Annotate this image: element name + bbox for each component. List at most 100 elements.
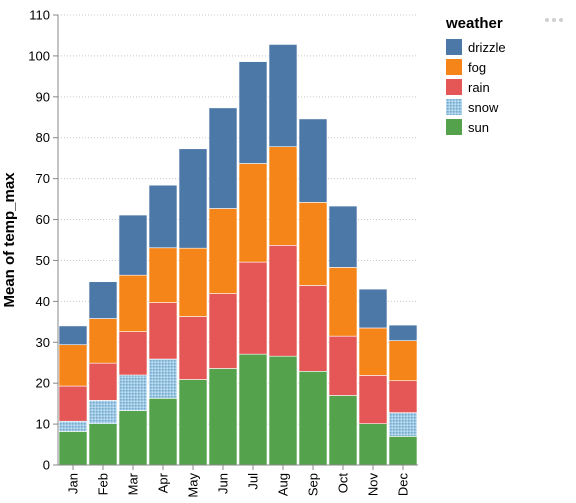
legend-item-sun[interactable]: sun bbox=[446, 119, 489, 135]
bar-segment-drizzle bbox=[238, 61, 268, 164]
bar-segment-drizzle bbox=[208, 107, 238, 209]
x-tick-label: Apr bbox=[156, 472, 171, 493]
bar-segment-fog bbox=[358, 327, 388, 376]
legend: weather drizzle fog rain snow sun bbox=[445, 15, 506, 135]
bar-segment-drizzle bbox=[358, 288, 388, 329]
bar-segment-sun bbox=[148, 398, 178, 466]
y-tick-label: 20 bbox=[36, 376, 50, 391]
bar-segment-rain bbox=[328, 335, 358, 396]
bar-segment-sun bbox=[268, 355, 298, 466]
y-tick-label: 100 bbox=[28, 48, 50, 63]
bar-segment-rain bbox=[388, 380, 418, 413]
bar-segment-drizzle bbox=[268, 44, 298, 148]
bar-segment-drizzle bbox=[298, 118, 328, 203]
bar-segment-fog bbox=[178, 247, 208, 317]
bar-segment-snow bbox=[88, 400, 118, 424]
x-tick-label: Dec bbox=[396, 473, 411, 497]
x-tick-label: Aug bbox=[276, 473, 291, 496]
x-tick-label: Feb bbox=[96, 473, 111, 495]
y-tick-label: 10 bbox=[36, 417, 50, 432]
legend-item-rain[interactable]: rain bbox=[446, 79, 490, 95]
y-axis-title: Mean of temp_max bbox=[1, 172, 18, 308]
actions-menu-icon[interactable] bbox=[545, 18, 563, 22]
bar-segment-rain bbox=[208, 293, 238, 369]
bar-segment-drizzle bbox=[118, 214, 148, 276]
y-tick-label: 70 bbox=[36, 171, 50, 186]
bar-segment-drizzle bbox=[58, 325, 88, 346]
bar-segment-rain bbox=[118, 331, 148, 376]
bar-segment-fog bbox=[88, 318, 118, 364]
bar-segment-sun bbox=[328, 395, 358, 466]
legend-swatch bbox=[446, 79, 462, 95]
bar-segment-rain bbox=[298, 285, 328, 372]
bar-segment-rain bbox=[268, 245, 298, 357]
legend-item-drizzle[interactable]: drizzle bbox=[446, 39, 506, 55]
bar-segment-rain bbox=[358, 375, 388, 424]
bar-segment-sun bbox=[298, 371, 328, 466]
axes: 0 10 20 30 40 50 60 70 80 90 100 110 Jan Feb Mar Apr May… bbox=[28, 8, 418, 498]
bar-segment-snow bbox=[118, 374, 148, 411]
legend-item-fog[interactable]: fog bbox=[446, 59, 486, 75]
bar-segment-fog bbox=[388, 340, 418, 382]
bar-segment-snow bbox=[148, 358, 178, 399]
y-tick-label: 90 bbox=[36, 89, 50, 104]
bar-segment-fog bbox=[208, 208, 238, 294]
legend-label: drizzle bbox=[468, 40, 506, 55]
y-tick-label: 110 bbox=[29, 8, 50, 23]
bar-segment-sun bbox=[388, 436, 418, 466]
bar-segment-fog bbox=[268, 146, 298, 246]
legend-swatch bbox=[446, 119, 462, 135]
legend-label: rain bbox=[468, 80, 490, 95]
y-tick-label: 60 bbox=[36, 212, 50, 227]
bar-segment-sun bbox=[208, 368, 238, 466]
bar-segment-fog bbox=[328, 267, 358, 337]
bar-segment-sun bbox=[178, 379, 208, 466]
bar-segment-drizzle bbox=[88, 281, 118, 319]
bar-segment-sun bbox=[58, 431, 88, 466]
gridlines bbox=[58, 14, 418, 425]
bar-segment-sun bbox=[238, 353, 268, 466]
y-tick-label: 30 bbox=[36, 335, 50, 350]
x-tick-label: Oct bbox=[336, 473, 351, 494]
legend-swatch bbox=[446, 99, 462, 115]
bar-segment-rain bbox=[88, 362, 118, 401]
bar-segment-fog bbox=[238, 163, 268, 263]
bar-segment-snow bbox=[388, 412, 418, 437]
bar-segment-sun bbox=[358, 423, 388, 466]
bar-segment-sun bbox=[88, 423, 118, 466]
x-tick-label: Jun bbox=[216, 473, 231, 494]
legend-label: sun bbox=[468, 120, 489, 135]
legend-label: fog bbox=[468, 60, 486, 75]
bar-segment-drizzle bbox=[178, 148, 208, 249]
legend-swatch bbox=[446, 39, 462, 55]
legend-label: snow bbox=[468, 100, 499, 115]
y-tick-label: 0 bbox=[43, 458, 50, 473]
y-tick-label: 50 bbox=[36, 253, 50, 268]
bar-segment-rain bbox=[238, 261, 268, 355]
legend-swatch bbox=[446, 59, 462, 75]
bar-segment-drizzle bbox=[148, 184, 178, 249]
bar-segment-drizzle bbox=[328, 205, 358, 268]
bar-segment-fog bbox=[58, 344, 88, 387]
bars bbox=[58, 44, 418, 466]
bar-segment-sun bbox=[118, 410, 148, 466]
x-tick-label: Jan bbox=[66, 473, 81, 494]
x-tick-label: May bbox=[186, 473, 201, 498]
x-tick-label: Nov bbox=[366, 473, 381, 497]
legend-title: weather bbox=[445, 15, 503, 32]
bar-segment-fog bbox=[298, 202, 328, 286]
legend-item-snow[interactable]: snow bbox=[446, 99, 499, 115]
bar-segment-fog bbox=[148, 247, 178, 303]
bar-segment-rain bbox=[148, 302, 178, 360]
y-tick-label: 80 bbox=[36, 130, 50, 145]
bar-segment-fog bbox=[118, 274, 148, 332]
bar-segment-rain bbox=[58, 385, 88, 422]
x-tick-label: Sep bbox=[306, 473, 321, 496]
bar-segment-snow bbox=[58, 420, 88, 432]
x-tick-label: Jul bbox=[246, 473, 261, 490]
x-tick-label: Mar bbox=[126, 472, 141, 495]
bar-segment-drizzle bbox=[388, 324, 418, 341]
y-tick-label: 40 bbox=[36, 294, 50, 309]
bar-segment-rain bbox=[178, 316, 208, 380]
